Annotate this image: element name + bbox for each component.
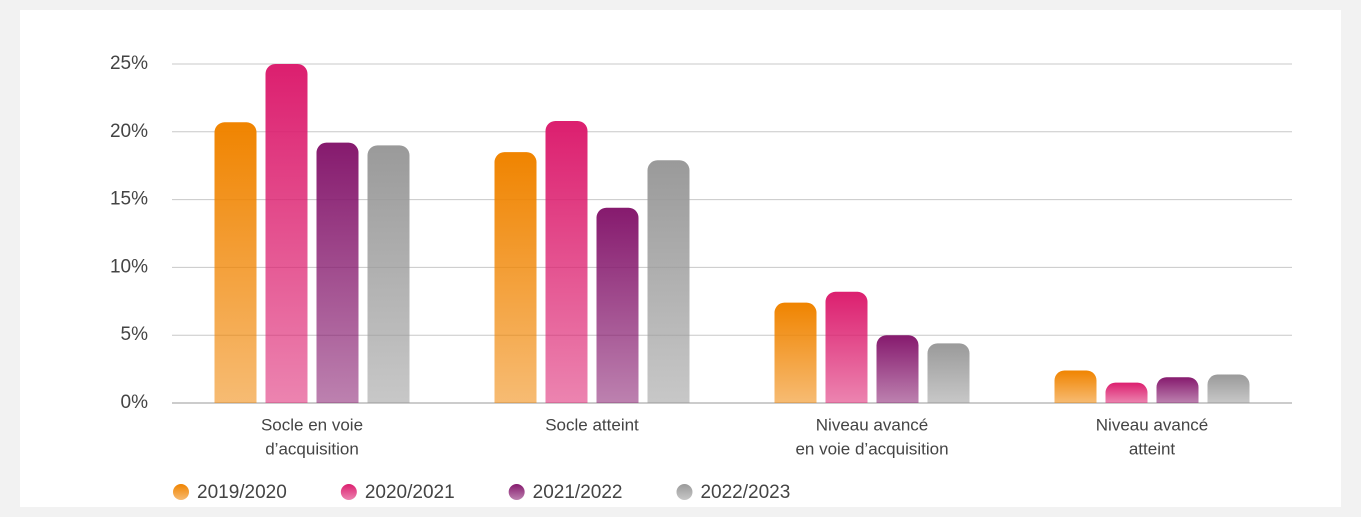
x-tick-label: Socle atteint xyxy=(545,415,639,434)
bar xyxy=(214,122,257,404)
x-tick-label: Socle en voie xyxy=(261,415,363,434)
x-tick-label: Niveau avancé xyxy=(1096,415,1208,434)
bar xyxy=(1105,382,1148,403)
bar xyxy=(876,335,919,403)
bar xyxy=(367,145,410,404)
y-tick-label: 25% xyxy=(110,53,148,74)
x-tick-label: d’acquisition xyxy=(265,439,359,458)
bar xyxy=(316,142,359,403)
y-tick-label: 10% xyxy=(110,256,148,277)
bar xyxy=(927,343,970,403)
legend-marker xyxy=(173,484,189,500)
legend-marker xyxy=(676,484,693,500)
legend-label: 2022/2023 xyxy=(700,482,790,503)
x-tick-label: atteint xyxy=(1129,439,1176,458)
legend-marker xyxy=(340,484,357,500)
legend-label: 2020/2021 xyxy=(365,482,455,503)
y-tick-label: 15% xyxy=(110,189,148,210)
y-tick-label: 20% xyxy=(110,121,148,142)
bar xyxy=(1156,377,1199,403)
bar xyxy=(647,160,690,403)
bar xyxy=(596,207,639,403)
bar xyxy=(825,291,868,403)
y-tick-label: 0% xyxy=(121,392,149,413)
bar xyxy=(494,152,537,403)
x-tick-label: en voie d’acquisition xyxy=(795,439,948,458)
bar xyxy=(774,302,817,403)
bar xyxy=(1207,374,1250,403)
bar xyxy=(1054,370,1097,403)
bar xyxy=(265,64,308,403)
x-tick-label: Niveau avancé xyxy=(816,415,928,434)
legend-marker xyxy=(508,484,525,500)
legend-label: 2021/2022 xyxy=(533,482,623,503)
y-tick-label: 5% xyxy=(121,324,149,345)
bar xyxy=(545,120,588,404)
legend-label: 2019/2020 xyxy=(197,482,287,503)
